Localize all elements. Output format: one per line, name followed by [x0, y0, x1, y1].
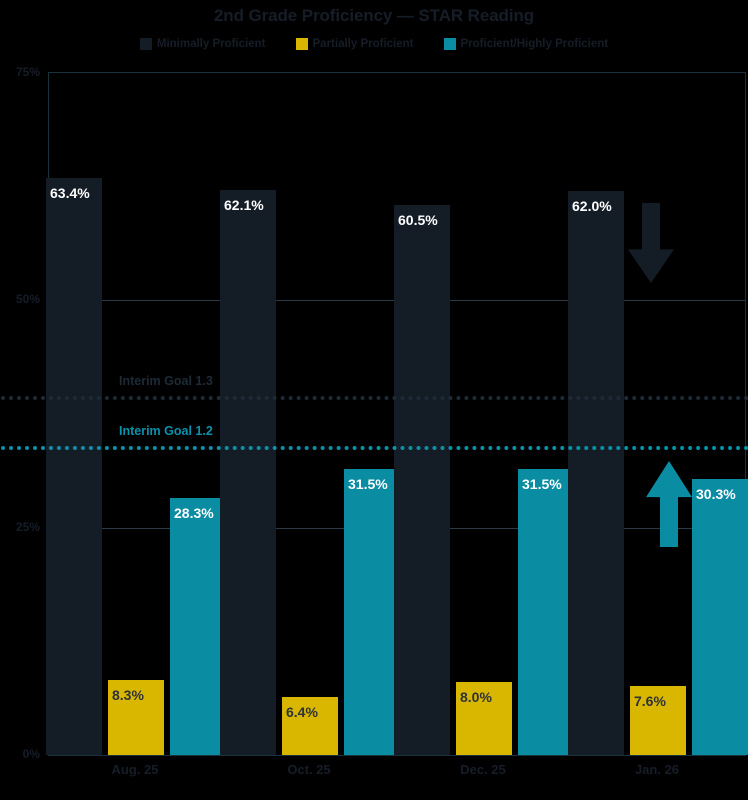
bar-value-label: 63.4%: [50, 185, 90, 202]
legend-item-proficient-highly-proficient: Proficient/Highly Proficient: [443, 38, 609, 50]
bar-value-label: 7.6%: [634, 692, 666, 709]
reference-line: [1, 395, 748, 400]
legend-label: Minimally Proficient: [156, 38, 266, 50]
legend-label: Partially Proficient: [312, 38, 414, 50]
bar: [456, 682, 512, 755]
bar-value-label: 8.0%: [460, 689, 492, 706]
bar: [394, 204, 450, 755]
y-axis-tick-label: 0%: [22, 747, 40, 761]
bar-value-label: 30.3%: [696, 486, 736, 503]
bar-value-label: 28.3%: [174, 504, 214, 521]
reference-line: [1, 445, 748, 450]
y-axis-tick-label: 25%: [15, 519, 40, 534]
bar: [170, 497, 226, 755]
y-axis: 75% 50% 25% 0%: [0, 65, 44, 761]
x-axis-tick-label: Aug. 25: [111, 762, 159, 777]
legend-item-minimally-proficient: Minimally Proficient: [139, 38, 266, 50]
bar-value-label: 62.0%: [572, 198, 612, 215]
legend-swatch-icon: [295, 38, 308, 50]
x-axis-tick-label: Jan. 26: [634, 762, 680, 777]
down-arrow-icon: [628, 203, 674, 288]
bar: [220, 190, 276, 755]
bar: [518, 468, 574, 755]
bar: [108, 679, 164, 755]
y-axis-tick-label: 75%: [15, 65, 40, 79]
legend-label: Proficient/Highly Proficient: [460, 38, 609, 50]
legend-swatch-icon: [443, 38, 456, 50]
bar-value-label: 62.1%: [224, 197, 264, 214]
bar: [692, 479, 748, 755]
x-axis-tick-label: Dec. 25: [460, 762, 506, 777]
up-arrow-icon: [646, 461, 692, 552]
legend-item-partially-proficient: Partially Proficient: [295, 38, 414, 50]
plot-area: 63.4% 8.3% 28.3% 62.1% 6.4% 31.5% 60.5% 8.0% 31.…: [1, 72, 748, 756]
bar-value-label: 31.5%: [348, 475, 388, 492]
bar: [630, 685, 686, 755]
bar: [46, 178, 102, 755]
bar-value-label: 6.4%: [286, 703, 318, 720]
y-axis-tick-label: 50%: [15, 292, 40, 307]
reference-line-label: Interim Goal 1.3: [119, 373, 213, 388]
chart-title: 2nd Grade Proficiency — STAR Reading: [213, 6, 535, 25]
x-axis-tick-label: Oct. 25: [287, 762, 331, 777]
bar: [344, 468, 400, 755]
bar-value-label: 31.5%: [522, 475, 562, 492]
bar-value-label: 8.3%: [112, 686, 144, 703]
x-axis: Aug. 25 Oct. 25 Dec. 25 Jan. 26: [48, 762, 746, 792]
chart-legend: Minimally Proficient Partially Proficien…: [0, 38, 748, 50]
legend-swatch-icon: [139, 38, 152, 50]
bar: [568, 191, 624, 755]
bar: [282, 696, 338, 755]
reference-line-label: Interim Goal 1.2: [119, 423, 213, 438]
bar-value-label: 60.5%: [398, 211, 438, 228]
